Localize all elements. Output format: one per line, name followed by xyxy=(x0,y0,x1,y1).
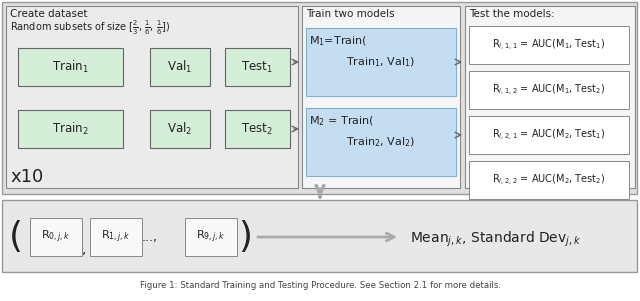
Text: Create dataset: Create dataset xyxy=(10,9,88,19)
Text: Mean$_{j,k}$, Standard Dev$_{j,k}$: Mean$_{j,k}$, Standard Dev$_{j,k}$ xyxy=(410,230,582,249)
Bar xyxy=(18,110,123,148)
Bar xyxy=(18,48,123,86)
Text: R$_{i,1,1}$ = AUC(M$_1$, Test$_1$): R$_{i,1,1}$ = AUC(M$_1$, Test$_1$) xyxy=(492,37,605,53)
Bar xyxy=(469,116,629,154)
Bar xyxy=(465,6,635,188)
Text: R$_{i,1,2}$ = AUC(M$_1$, Test$_2$): R$_{i,1,2}$ = AUC(M$_1$, Test$_2$) xyxy=(492,82,605,98)
Bar xyxy=(2,2,637,194)
Text: R$_{0,j,k}$: R$_{0,j,k}$ xyxy=(41,229,71,245)
Bar xyxy=(225,110,290,148)
Text: Figure 1: Standard Training and Testing Procedure. See Section 2.1 for more deta: Figure 1: Standard Training and Testing … xyxy=(140,281,500,290)
Bar xyxy=(2,200,637,272)
Text: M$_2$ = Train(: M$_2$ = Train( xyxy=(309,114,374,128)
Text: M$_1$=Train(: M$_1$=Train( xyxy=(309,34,367,48)
Bar xyxy=(302,6,460,188)
Bar xyxy=(6,6,298,188)
Text: Train$_1$, Val$_1$): Train$_1$, Val$_1$) xyxy=(346,55,415,69)
Text: Test$_1$: Test$_1$ xyxy=(241,60,273,75)
Bar xyxy=(306,108,456,176)
Text: ...,: ..., xyxy=(142,231,158,244)
Bar xyxy=(150,110,210,148)
Text: R$_{i,2,1}$ = AUC(M$_2$, Test$_1$): R$_{i,2,1}$ = AUC(M$_2$, Test$_1$) xyxy=(492,127,605,143)
Text: ): ) xyxy=(238,220,252,254)
Bar xyxy=(90,218,142,256)
Text: Val$_2$: Val$_2$ xyxy=(168,121,193,137)
Bar xyxy=(306,28,456,96)
Bar xyxy=(469,26,629,64)
Text: Test$_2$: Test$_2$ xyxy=(241,121,273,137)
Bar xyxy=(469,71,629,109)
Text: Train$_1$: Train$_1$ xyxy=(52,59,88,75)
Text: Test the models:: Test the models: xyxy=(469,9,555,19)
Text: R$_{1,j,k}$: R$_{1,j,k}$ xyxy=(101,229,131,245)
Bar xyxy=(30,218,82,256)
Text: x10: x10 xyxy=(10,168,44,186)
Text: Train$_2$: Train$_2$ xyxy=(52,121,88,137)
Bar xyxy=(225,48,290,86)
Bar xyxy=(150,48,210,86)
Text: Train two models: Train two models xyxy=(306,9,395,19)
Text: Train$_2$, Val$_2$): Train$_2$, Val$_2$) xyxy=(346,135,415,149)
Text: R$_{9,j,k}$: R$_{9,j,k}$ xyxy=(196,229,226,245)
Bar xyxy=(185,218,237,256)
Text: Random subsets of size [$\mathregular{\frac{2}{3}}$, $\mathregular{\frac{1}{6}}$: Random subsets of size [$\mathregular{\f… xyxy=(10,19,170,37)
Bar xyxy=(469,161,629,199)
Text: ,: , xyxy=(82,242,86,256)
Text: R$_{i,2,2}$ = AUC(M$_2$, Test$_2$): R$_{i,2,2}$ = AUC(M$_2$, Test$_2$) xyxy=(492,172,605,188)
Text: (: ( xyxy=(9,220,23,254)
Text: Val$_1$: Val$_1$ xyxy=(168,59,193,75)
